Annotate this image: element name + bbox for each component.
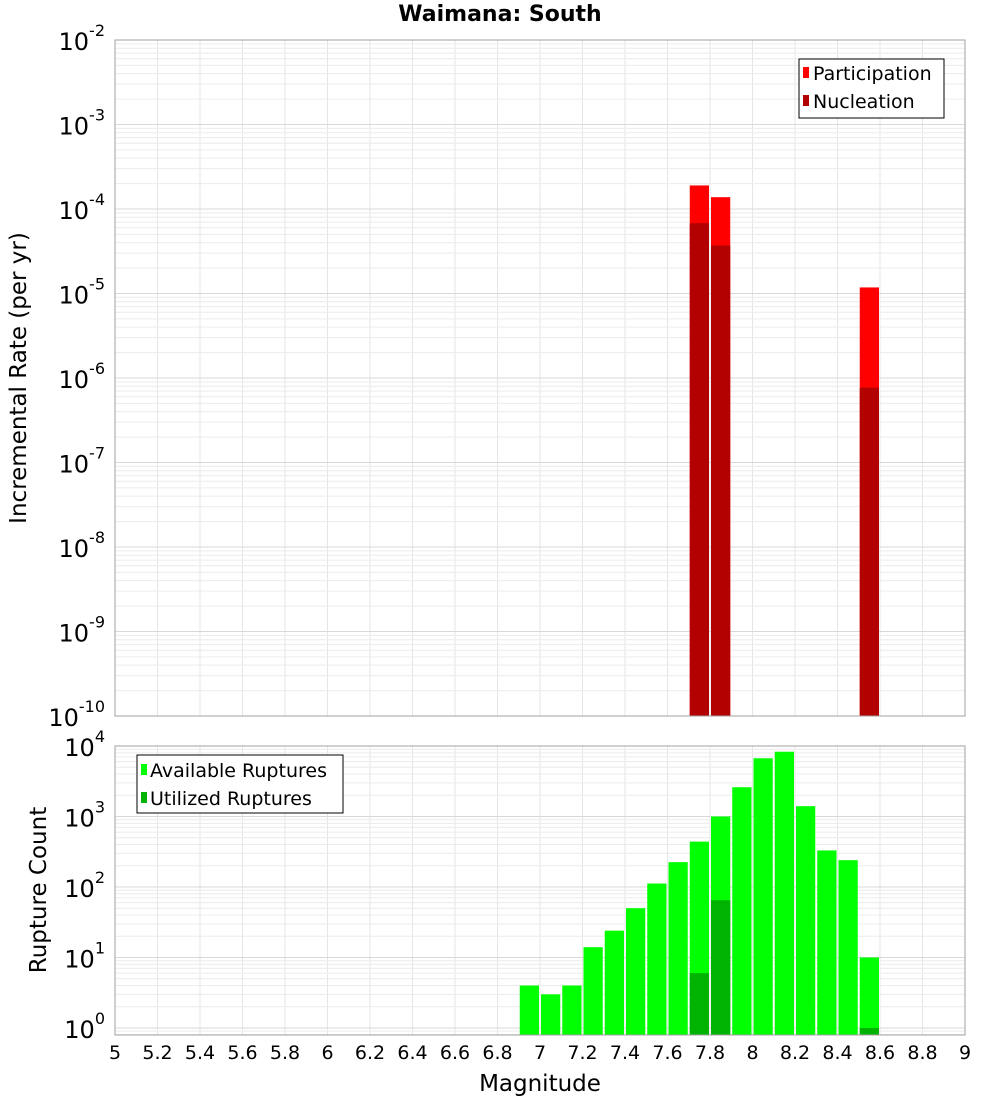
x-tick-label: 5.2: [142, 1042, 172, 1064]
y-tick-label: 104: [64, 727, 105, 762]
legend-label-nucleation: Nucleation: [813, 91, 915, 113]
y-tick-label: 10-10: [48, 697, 105, 732]
count-available-ruptures-bar: [796, 806, 816, 1035]
x-tick-label: 5: [109, 1042, 121, 1064]
x-tick-label: 6: [321, 1042, 333, 1064]
count-available-ruptures-bar: [817, 850, 837, 1035]
rate-nucleation-bar: [859, 387, 879, 716]
x-tick-label: 6.4: [397, 1042, 427, 1064]
x-tick-label: 5.6: [227, 1042, 257, 1064]
y-tick-label: 10-8: [59, 528, 106, 563]
legend-swatch-nucleation: [803, 95, 809, 106]
legend-swatch-utilized-ruptures: [141, 792, 147, 803]
legend-label-participation: Participation: [813, 63, 932, 85]
count-available-ruptures-bar: [604, 930, 624, 1035]
top-plot-frame: [114, 39, 966, 717]
count-available-ruptures-bar: [732, 787, 752, 1035]
x-tick-label: 8.8: [907, 1042, 937, 1064]
x-tick-label: 7: [534, 1042, 546, 1064]
x-tick-label: 7.6: [652, 1042, 682, 1064]
chart-title: Waimana: South: [398, 2, 602, 27]
count-available-ruptures-bar: [859, 957, 879, 1035]
x-tick-label: 9: [959, 1042, 971, 1064]
y-tick-label: 10-9: [59, 613, 106, 648]
x-tick-label: 8.2: [780, 1042, 810, 1064]
legend-label-utilized-ruptures: Utilized Ruptures: [150, 788, 312, 810]
x-tick-label: 8.4: [822, 1042, 852, 1064]
bottom-legend-box: [136, 754, 344, 814]
count-available-ruptures-bar: [519, 985, 539, 1035]
x-axis-title: Magnitude: [479, 1071, 601, 1097]
top-y-tick-labels: 10-2 10-3 10-4 10-5 10-6 10-7 10-8 10-9 10-10: [48, 21, 105, 732]
legend-label-available-ruptures: Available Ruptures: [150, 760, 327, 782]
y-tick-label: 100: [64, 1009, 105, 1044]
bottom-y-tick-labels: 104 103 102 101 100: [64, 727, 105, 1044]
top-gridlines: [114, 40, 966, 717]
y-tick-label: 10-2: [59, 21, 106, 56]
y-tick-label: 102: [64, 868, 105, 903]
count-available-ruptures-bar: [753, 758, 773, 1035]
x-tick-label: 6.8: [482, 1042, 512, 1064]
count-utilized-ruptures-bar: [711, 900, 731, 1035]
legend-swatch-available-ruptures: [141, 764, 147, 775]
count-available-ruptures-bar: [626, 908, 646, 1035]
legend-swatch-participation: [803, 67, 809, 78]
bottom-legend: Available Ruptures Utilized Ruptures: [136, 754, 344, 814]
y-tick-label: 10-4: [59, 190, 106, 225]
count-available-ruptures-bar: [774, 751, 794, 1035]
x-tick-label: 6.2: [355, 1042, 385, 1064]
bottom-bars: [519, 751, 879, 1035]
bottom-plot-frame: [114, 745, 966, 1036]
count-utilized-ruptures-bar: [859, 1027, 879, 1035]
y-tick-label: 10-7: [59, 444, 106, 479]
count-available-ruptures-bar: [562, 985, 582, 1035]
top-legend: Participation Nucleation: [798, 58, 945, 119]
top-bars: [689, 185, 879, 717]
x-tick-label: 7.2: [567, 1042, 597, 1064]
y-tick-label: 101: [64, 938, 105, 973]
rate-nucleation-bar: [689, 223, 709, 716]
x-tick-label: 5.8: [270, 1042, 300, 1064]
x-tick-label: 7.8: [695, 1042, 725, 1064]
x-tick-label: 5.4: [185, 1042, 215, 1064]
count-available-ruptures-bar: [668, 862, 688, 1035]
count-available-ruptures-bar: [541, 994, 561, 1035]
count-available-ruptures-bar: [647, 883, 667, 1035]
y-tick-label: 10-3: [59, 106, 106, 141]
x-tick-labels: 5 5.2 5.4 5.6 5.8 6 6.2 6.4 6.6 6.8 7 7.2 7.4 7.6 7.8 8…: [109, 1042, 971, 1064]
x-tick-label: 6.6: [440, 1042, 470, 1064]
count-available-ruptures-bar: [838, 860, 858, 1035]
y-tick-label: 10-6: [59, 359, 106, 394]
top-y-axis-title: Incremental Rate (per yr): [6, 232, 32, 524]
top-legend-box: [798, 58, 945, 119]
bottom-y-axis-title: Rupture Count: [26, 807, 52, 973]
y-tick-label: 10-5: [59, 275, 106, 310]
rate-nucleation-bar: [711, 245, 731, 717]
count-available-ruptures-bar: [583, 947, 603, 1035]
x-tick-label: 7.4: [610, 1042, 640, 1064]
x-tick-label: 8: [746, 1042, 758, 1064]
count-utilized-ruptures-bar: [689, 973, 709, 1035]
y-tick-label: 103: [64, 797, 105, 832]
x-tick-label: 8.6: [865, 1042, 895, 1064]
